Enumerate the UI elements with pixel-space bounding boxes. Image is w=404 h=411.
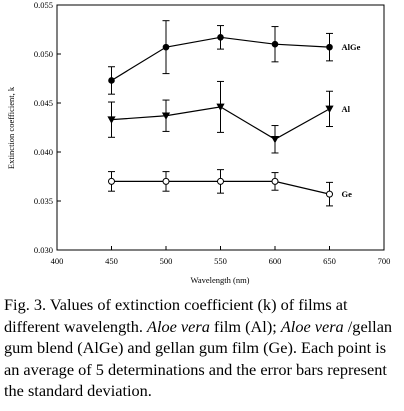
y-tick-label-3: 0.045 bbox=[34, 98, 53, 108]
data-point-al-3 bbox=[270, 135, 280, 144]
data-point-al-4 bbox=[325, 105, 334, 113]
series-label-alge: AlGe bbox=[342, 42, 361, 52]
data-point-alge-2 bbox=[217, 34, 224, 41]
data-point-al-2 bbox=[216, 103, 225, 112]
caption-italic-1: Aloe vera bbox=[147, 316, 210, 336]
x-tick-label-4: 600 bbox=[269, 256, 282, 266]
data-point-alge-4 bbox=[326, 43, 333, 51]
caption-text-1: film (Al); bbox=[209, 316, 281, 336]
x-tick-label-5: 650 bbox=[323, 256, 336, 266]
data-point-ge-0 bbox=[108, 177, 115, 185]
series-label-ge: Ge bbox=[342, 189, 353, 199]
data-point-ge-1 bbox=[162, 177, 170, 185]
caption-prefix: Fig. 3. Values of extinction coefficient… bbox=[4, 295, 348, 336]
data-point-alge-3 bbox=[271, 40, 279, 48]
extinction-coefficient-chart: 400 450 500 550 600 650 700 0.030 0.035 0.040 0.04… bbox=[6, 0, 391, 285]
y-tick-label-5: 0.055 bbox=[34, 0, 53, 10]
series-label-al: Al bbox=[342, 104, 351, 114]
series-alge: AlGe bbox=[108, 20, 361, 95]
data-point-alge-1 bbox=[162, 43, 170, 51]
x-tick-label-2: 500 bbox=[160, 256, 173, 266]
y-tick-label-0: 0.030 bbox=[34, 245, 53, 255]
data-point-al-0 bbox=[107, 116, 116, 124]
data-point-ge-3 bbox=[271, 177, 279, 185]
series-al: Al bbox=[107, 80, 351, 154]
data-point-alge-0 bbox=[108, 77, 115, 84]
y-tick-label-2: 0.040 bbox=[34, 147, 53, 157]
data-point-ge-2 bbox=[217, 177, 224, 185]
y-tick-label-4: 0.050 bbox=[34, 49, 53, 59]
x-tick-label-3: 550 bbox=[214, 256, 227, 266]
x-tick-label-0: 400 bbox=[51, 256, 64, 266]
x-axis-label: Wavelength (nm) bbox=[190, 275, 249, 285]
data-point-al-1 bbox=[161, 112, 171, 120]
x-tick-label-6: 700 bbox=[378, 256, 391, 266]
caption-text-2: /gellan gum blend (AlGe) and gellan gum … bbox=[4, 316, 393, 401]
x-tick-label-1: 450 bbox=[105, 256, 118, 266]
series-ge: Ge bbox=[108, 169, 353, 207]
axis-ticks: 400 450 500 550 600 650 700 0.030 0.035 0.040 0.04… bbox=[34, 0, 391, 266]
figure-caption: Fig. 3. Values of extinction coefficient… bbox=[4, 294, 402, 402]
data-point-ge-4 bbox=[326, 190, 333, 198]
y-axis-label: Extinction coefficient, k bbox=[6, 86, 16, 169]
caption-italic-2: Aloe vera bbox=[280, 316, 344, 336]
y-tick-label-1: 0.035 bbox=[34, 196, 53, 206]
